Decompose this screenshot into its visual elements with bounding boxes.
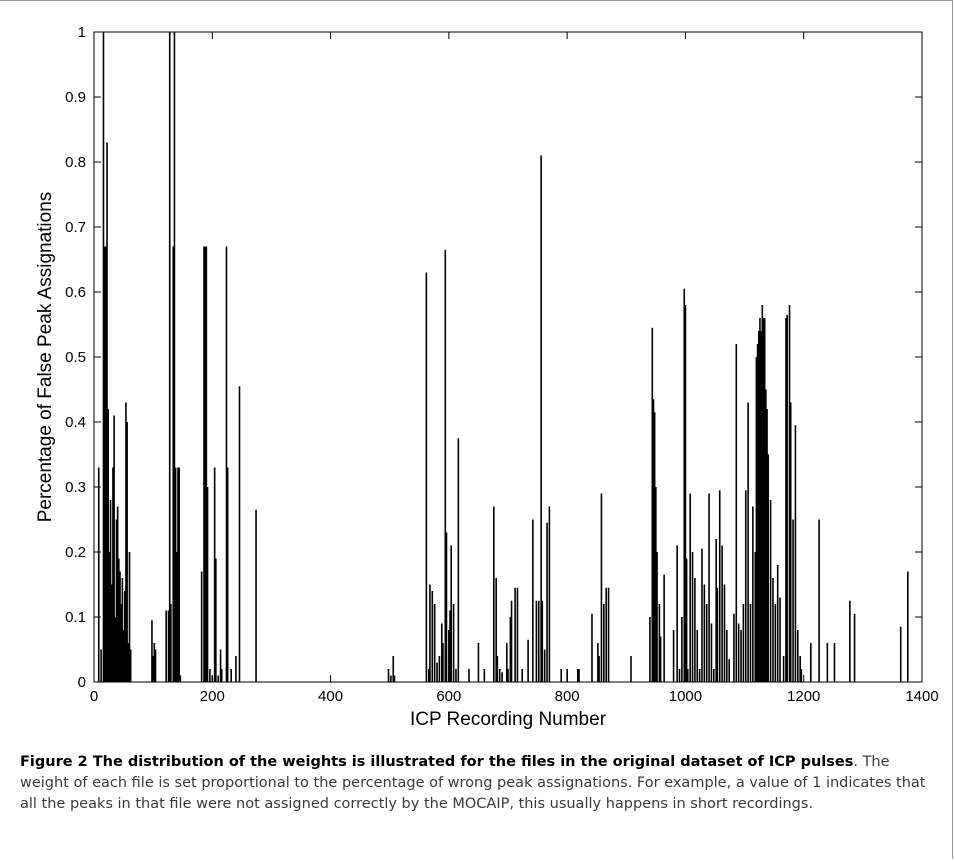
y-tick-label: 0.2	[65, 544, 86, 561]
x-tick-label: 600	[436, 688, 461, 705]
y-tick-label: 0	[78, 674, 86, 691]
bar-chart: 0 200 400 600 800 1000 1200 1400 0 0.1 0.2 0.3 0.4 0.…	[35, 24, 939, 730]
x-tick-label: 1400	[905, 688, 938, 705]
plot-frame	[93, 31, 923, 683]
x-axis-title: ICP Recording Number	[410, 709, 607, 730]
y-tick-label: 0.6	[65, 284, 86, 301]
x-tick-label: 1200	[787, 688, 820, 705]
y-tick-label: 0.3	[65, 479, 86, 496]
y-tick-label: 1	[78, 24, 86, 41]
bars-layer	[97, 32, 909, 682]
x-tick-label: 1000	[669, 688, 702, 705]
x-tick-label: 0	[90, 688, 98, 705]
y-tick-label: 0.4	[65, 414, 86, 431]
y-tick-label: 0.7	[65, 219, 86, 236]
y-tick-label: 0.8	[65, 154, 86, 171]
y-tick-label: 0.9	[65, 89, 86, 106]
caption-label: Figure 2 The distribution of the weights…	[20, 754, 854, 770]
x-tick-label: 400	[318, 688, 343, 705]
ticks-layer: 0 200 400 600 800 1000 1200 1400 0 0.1 0.2 0.3 0.4 0.…	[65, 24, 939, 705]
y-axis-title: Percentage of False Peak Assignations	[35, 192, 56, 523]
caption-text: . The weight of each file is set proport…	[20, 754, 926, 812]
y-tick-label: 0.5	[65, 349, 86, 366]
x-tick-label: 800	[555, 688, 580, 705]
y-tick-label: 0.1	[65, 609, 86, 626]
figure-caption: Figure 2 The distribution of the weights…	[20, 752, 938, 815]
x-tick-label: 200	[200, 688, 225, 705]
